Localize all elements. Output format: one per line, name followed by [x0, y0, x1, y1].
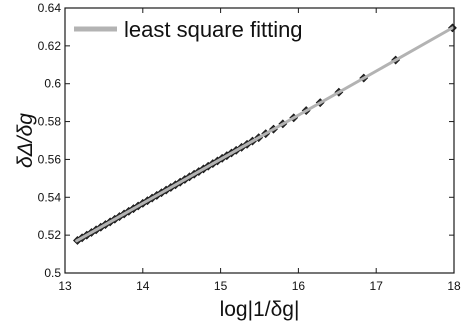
x-axis-label: log|1/δg|	[220, 298, 300, 321]
y-tick-label: 0.58	[38, 115, 62, 129]
plot-frame	[64, 7, 455, 274]
y-tick-label: 0.5	[44, 266, 61, 280]
series-layer	[73, 23, 457, 245]
fit-line	[75, 26, 454, 243]
x-tick-label: 14	[136, 279, 150, 293]
x-tick-label: 13	[58, 279, 72, 293]
legend-label: least square fitting	[124, 17, 303, 42]
ticks-layer: 13 14 15 16 17 18 0.5 0.52 0.54 0.56 0.58 0.6 0.62 0.…	[38, 1, 461, 293]
y-tick-label: 0.54	[38, 190, 62, 204]
x-tick-label: 15	[214, 279, 228, 293]
x-tick-label: 16	[292, 279, 306, 293]
y-tick-label: 0.52	[38, 228, 62, 242]
y-tick-label: 0.62	[38, 39, 62, 53]
y-tick-label: 0.6	[44, 77, 61, 91]
x-tick-label: 17	[370, 279, 384, 293]
y-axis-label: δΔ/δg	[14, 113, 37, 168]
legend: least square fitting	[74, 17, 303, 42]
y-tick-label: 0.56	[38, 152, 62, 166]
x-tick-label: 18	[447, 279, 461, 293]
y-tick-label: 0.64	[38, 1, 62, 15]
